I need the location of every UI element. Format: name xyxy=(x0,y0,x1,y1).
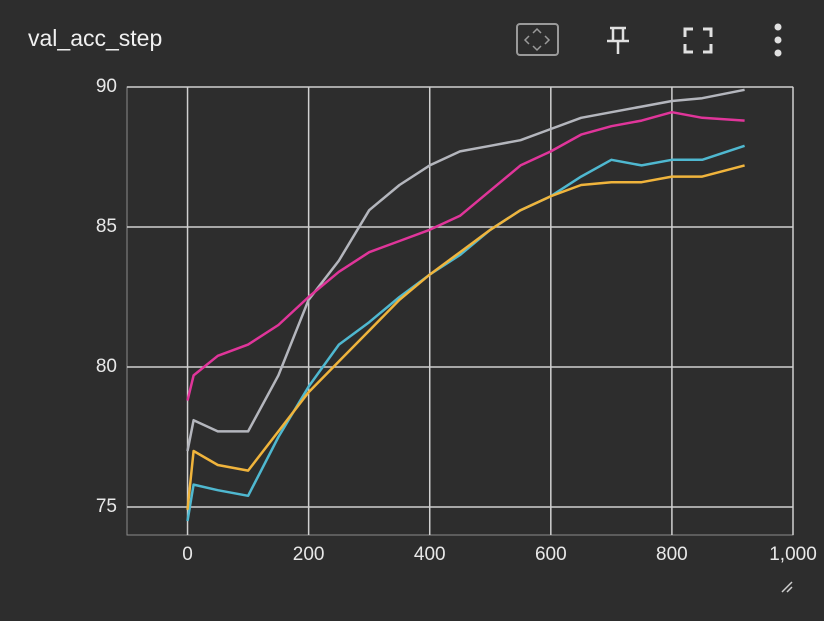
x-tick-label: 200 xyxy=(293,544,325,565)
x-tick-label: 1,000 xyxy=(769,544,817,565)
chart-title: val_acc_step xyxy=(28,25,162,51)
pin-button[interactable] xyxy=(607,26,629,54)
y-tick-label: 90 xyxy=(96,76,117,97)
more-button[interactable] xyxy=(774,23,782,57)
x-tick-label: 800 xyxy=(656,544,688,565)
x-tick-label: 0 xyxy=(182,544,193,565)
y-tick-label: 85 xyxy=(96,216,117,237)
series-line xyxy=(186,88,745,452)
series-line xyxy=(186,110,745,401)
resize-handle[interactable] xyxy=(781,581,793,593)
series-line xyxy=(186,164,745,510)
y-tick-label: 80 xyxy=(96,356,117,377)
x-tick-label: 400 xyxy=(414,544,446,565)
y-tick-label: 75 xyxy=(96,496,117,517)
fit-domain-button[interactable] xyxy=(516,23,559,56)
x-tick-label: 600 xyxy=(535,544,567,565)
fullscreen-button[interactable] xyxy=(683,27,713,54)
